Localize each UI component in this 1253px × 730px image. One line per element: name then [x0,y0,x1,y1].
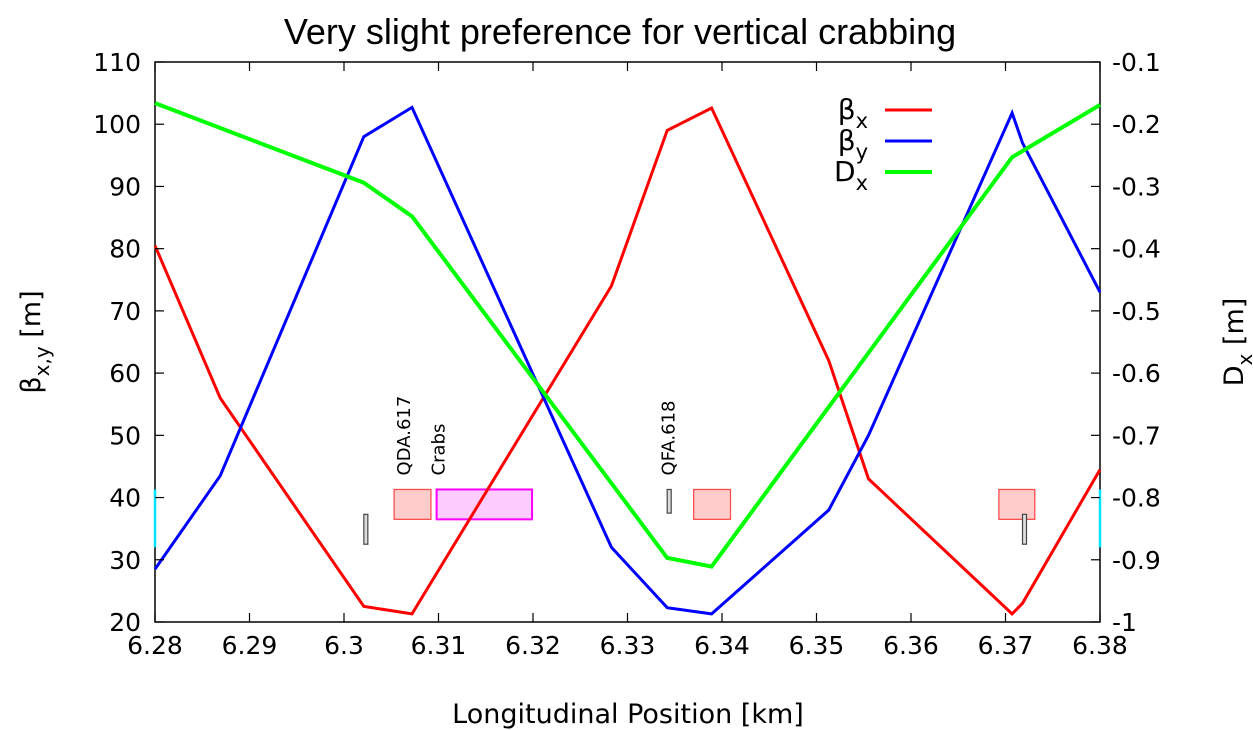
y2-tick-label: -0.9 [1112,546,1161,575]
axis-ticks: 6.28 6.29 6.3 6.31 6.32 6.33 6.34 6.35 6.36 6.37 6… [93,48,1161,660]
element-label: QDA.617 [394,396,415,476]
y-tick-label: 20 [109,608,141,637]
x-axis-label: Longitudinal Position [km] [452,699,804,730]
legend-label: βx [838,93,868,133]
y2-tick-label: -0.4 [1112,235,1161,264]
element-label: QFA.618 [659,401,680,476]
x-tick-label: 6.38 [1072,631,1128,660]
y-tick-label: 30 [109,546,141,575]
legend-label: Dx [834,155,868,195]
y2-tick-label: -0.5 [1112,297,1161,326]
plot-series [153,101,1102,616]
x-tick-label: 6.37 [978,631,1034,660]
plot-frame [154,61,1101,623]
y-tick-label: 110 [93,48,141,77]
y-tick-label: 100 [93,110,141,139]
y-tick-label: 80 [109,235,141,264]
y2-tick-label: -0.7 [1112,421,1161,450]
y2-tick-label: -0.3 [1112,172,1161,201]
x-tick-label: 6.34 [694,631,750,660]
y-tick-label: 90 [109,172,141,201]
lattice-elements: QDA.617 Crabs QFA.618 [153,396,1102,548]
y-tick-label: 60 [109,359,141,388]
series-line-x-beta [153,105,1102,616]
quadrupole-element [693,488,732,520]
series-line-x-dispersion [154,101,1102,569]
x-tick-label: 6.33 [600,631,656,660]
y2-tick-label: -1 [1112,608,1137,637]
x-tick-label: 6.28 [127,631,183,660]
y-tick-label: 70 [109,297,141,326]
y2-axis-label: Dx [m] [1219,298,1253,387]
x-tick-label: 6.36 [883,631,939,660]
y2-tick-label: -0.1 [1112,48,1161,77]
x-tick-label: 6.3 [324,631,364,660]
monitor-element [666,488,672,514]
legend-label: βy [838,124,868,164]
x-tick-label: 6.29 [222,631,278,660]
y2-tick-label: -0.6 [1112,359,1161,388]
chart-title: Very slight preference for vertical crab… [284,11,956,52]
quadrupole-element [998,488,1036,520]
y-axis-label: βx,y [m] [16,290,54,393]
x-tick-label: 6.31 [411,631,467,660]
series-line-y-beta [153,105,1102,616]
y-tick-label: 50 [109,421,141,450]
x-tick-label: 6.32 [505,631,561,660]
y2-tick-label: -0.8 [1112,484,1161,513]
x-tick-label: 6.35 [789,631,845,660]
monitor-element [363,513,369,545]
monitor-element [1021,513,1028,545]
y2-tick-label: -0.2 [1112,110,1161,139]
element-label: Crabs [428,424,449,476]
y-tick-label: 40 [109,484,141,513]
quadrupole-element [393,488,432,520]
